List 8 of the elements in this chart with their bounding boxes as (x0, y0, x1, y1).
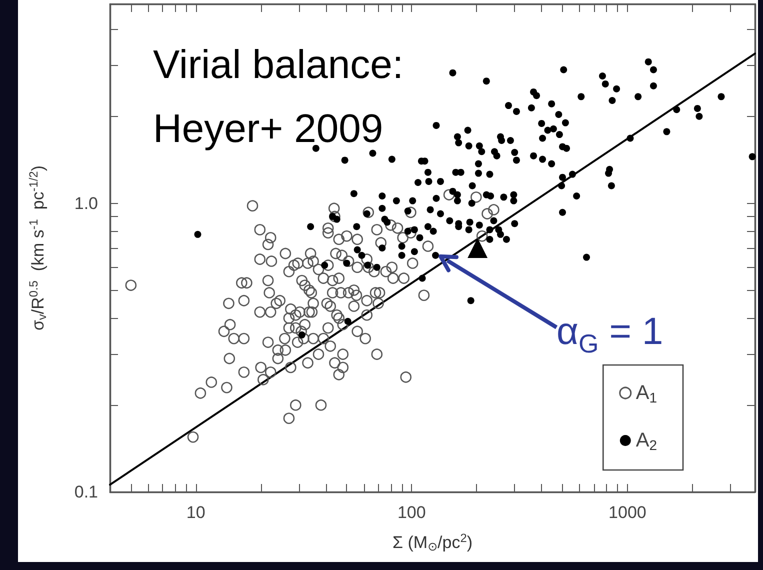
x-tick-label: 100 (397, 503, 426, 522)
annotation: α$_{G}$ = 1 (556, 311, 664, 360)
text: σv/R0.5 (km s-1 pc-1/2) (26, 165, 49, 331)
y-tick-label: 0.1 (74, 482, 98, 502)
x-tick-label: 1000 (608, 503, 646, 522)
y-tick-label: 1.0 (74, 194, 98, 213)
text: Virial balance: Heyer+ 2009 (153, 43, 415, 151)
x-tick-label: 10 (186, 503, 206, 522)
